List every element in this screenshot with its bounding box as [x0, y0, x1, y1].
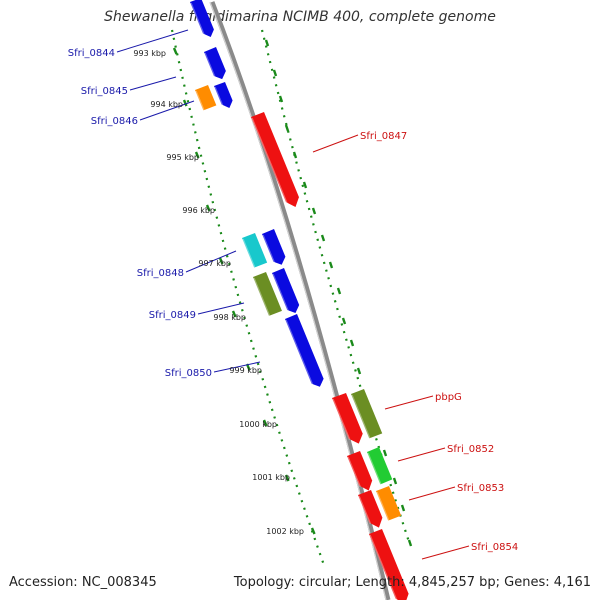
outer-kbp-tick	[264, 39, 270, 47]
gene-arrow	[285, 314, 324, 387]
kbp-tick-label: 1002 kbp	[266, 527, 304, 536]
outer-kbp-tick	[407, 539, 413, 547]
gene-label-left[interactable]: Sfri_0844	[68, 48, 115, 59]
inner-kbp-tick	[172, 47, 178, 55]
label-leader	[421, 545, 470, 560]
gene-arrow	[251, 112, 299, 207]
gene-arrows-layer	[190, 0, 409, 600]
gene-arrow	[195, 85, 217, 112]
label-leader	[185, 250, 237, 273]
outer-kbp-tick	[302, 181, 308, 189]
kbp-tick-label: 1001 kbp	[252, 473, 290, 482]
gene-label-right[interactable]: Sfri_0847	[360, 131, 407, 142]
genome-backbone	[209, 1, 391, 600]
gene-arrow	[214, 82, 233, 109]
gene-label-right[interactable]: Sfri_0853	[457, 483, 504, 494]
outer-kbp-tick	[400, 504, 406, 512]
inner-kbp-tick	[205, 204, 211, 212]
gene-label-right[interactable]: Sfri_0854	[471, 542, 518, 553]
outer-kbp-tick	[349, 339, 355, 347]
outer-kbp-tick	[292, 151, 298, 159]
gene-arrow	[190, 0, 214, 37]
kbp-tick-label: 993 kbp	[133, 49, 166, 58]
outer-kbp-tick	[320, 234, 326, 242]
outer-kbp-tick	[328, 261, 334, 269]
outer-kbp-tick	[392, 477, 398, 485]
gene-arrow	[351, 389, 383, 440]
inner-dotted-guide	[170, 29, 327, 569]
genome-backbone-highlight	[209, 1, 387, 600]
label-leader	[397, 447, 446, 462]
tick-labels-layer: 993 kbp 994 kbp 995 kbp 996 kbp 997 kbp 998 k…	[133, 49, 304, 536]
kbp-tick-label: 1000 kbp	[239, 420, 277, 429]
inner-kbp-tick	[194, 151, 200, 159]
genome-summary-text: Topology: circular; Length: 4,845,257 bp…	[233, 575, 591, 590]
label-leader	[197, 302, 245, 315]
gene-arrow	[358, 490, 383, 528]
gene-arrow	[367, 447, 393, 486]
outer-kbp-tick	[341, 317, 347, 325]
inner-kbp-tick	[218, 257, 224, 265]
outer-kbp-tick	[382, 449, 388, 457]
label-leader	[139, 100, 195, 121]
inner-kbp-tick	[262, 419, 268, 427]
outer-kbp-tick	[311, 207, 317, 215]
gene-label-left[interactable]: Sfri_0848	[137, 268, 184, 279]
gene-arrow	[204, 47, 226, 80]
gene-label-left[interactable]: Sfri_0846	[91, 116, 138, 127]
gene-arrow	[376, 486, 402, 522]
label-leader	[384, 395, 434, 410]
gene-arrow	[242, 233, 268, 269]
outer-kbp-tick	[356, 367, 362, 375]
inner-kbp-tick	[310, 527, 316, 535]
kbp-tick-label: 997 kbp	[198, 259, 231, 268]
label-leader	[129, 76, 177, 91]
gene-label-right[interactable]: Sfri_0852	[447, 444, 494, 455]
backbone-layer	[209, 1, 391, 600]
accession-text: Accession: NC_008345	[9, 575, 157, 590]
inner-kbp-tick	[182, 99, 188, 107]
outer-kbp-tick	[272, 69, 278, 77]
kbp-tick-label: 999 kbp	[229, 366, 262, 375]
gene-label-left[interactable]: Sfri_0845	[81, 86, 128, 97]
kbp-tick-label: 994 kbp	[150, 100, 183, 109]
gene-arrow	[369, 529, 409, 600]
kbp-tick-label: 995 kbp	[166, 153, 199, 162]
label-leader	[213, 361, 261, 373]
outer-dotted-guide	[260, 29, 412, 546]
label-leader	[312, 134, 359, 153]
inner-kbp-tick	[231, 310, 237, 318]
kbp-tick-label: 998 kbp	[213, 313, 246, 322]
outer-kbp-tick	[336, 287, 342, 295]
dotted-guides-layer	[170, 29, 413, 569]
gene-arrow	[253, 272, 282, 318]
gene-label-left[interactable]: Sfri_0849	[149, 310, 196, 321]
label-leader	[116, 29, 189, 53]
label-leaders-layer	[116, 29, 470, 560]
gene-arrow	[332, 393, 363, 444]
inner-kbp-tick	[284, 474, 290, 482]
outer-kbp-tick	[284, 124, 290, 132]
outer-kbp-tick	[278, 95, 284, 103]
gene-label-left[interactable]: Sfri_0850	[165, 368, 212, 379]
kbp-tick-label: 996 kbp	[182, 206, 215, 215]
gene-label-right[interactable]: pbpG	[435, 392, 462, 403]
gene-arrow	[347, 451, 373, 491]
gene-arrow	[272, 268, 300, 314]
gene-arrow	[262, 229, 286, 265]
gene-labels-layer: Sfri_0844 Sfri_0845 Sfri_0846 Sfri_0848 Sfri…	[68, 48, 518, 553]
label-leader	[408, 486, 456, 501]
